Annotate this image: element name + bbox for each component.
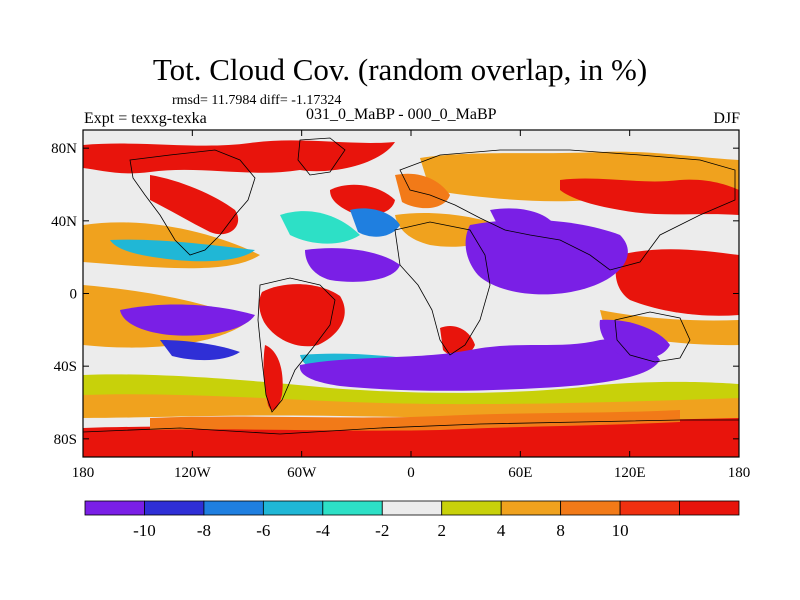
rmsd-diff-stats: rmsd= 11.7984 diff= -1.17324 bbox=[172, 93, 342, 108]
y-tick-label: 80N bbox=[51, 141, 77, 157]
field-red-arctic bbox=[83, 140, 395, 174]
colorbar-swatch bbox=[619, 500, 680, 516]
colorbar-swatch bbox=[500, 500, 562, 516]
colorbar: -10 -8 -6 -4 -2 2 4 8 10 bbox=[84, 500, 740, 540]
chart-title: Tot. Cloud Cov. (random overlap, in %) bbox=[152, 52, 648, 87]
field-purple-tropical-atlantic bbox=[305, 248, 400, 282]
field-red-eurasia bbox=[560, 178, 739, 215]
field-purple-africa-indian bbox=[465, 219, 628, 295]
colorbar-swatch bbox=[381, 500, 443, 516]
colorbar-swatch bbox=[679, 500, 740, 516]
x-tick-label: 60E bbox=[508, 465, 532, 481]
coast-north-america bbox=[129, 149, 256, 256]
colorbar-swatch bbox=[84, 500, 145, 516]
cloud-cover-field bbox=[83, 130, 739, 457]
y-tick-label: 40S bbox=[54, 359, 77, 375]
field-blue-atlantic bbox=[350, 208, 400, 237]
colorbar-label: -10 bbox=[133, 521, 156, 540]
field-red-indian-ocean-west bbox=[440, 325, 475, 357]
field-red-atlantic-north bbox=[330, 184, 395, 215]
field-blue-pacific bbox=[160, 340, 240, 361]
y-tick-label: 0 bbox=[70, 287, 78, 303]
coast-eurasia bbox=[399, 149, 736, 271]
colorbar-label: 8 bbox=[556, 521, 565, 540]
season-label: DJF bbox=[713, 110, 740, 127]
field-teal-north-pacific bbox=[110, 239, 255, 262]
experiment-subtitle: 031_0_MaBP - 000_0_MaBP bbox=[306, 106, 497, 123]
x-tick-label: 60W bbox=[287, 465, 317, 481]
x-tick-label: 180 bbox=[72, 465, 95, 481]
field-red-andes bbox=[263, 345, 283, 411]
colorbar-swatch bbox=[441, 500, 502, 516]
colorbar-label: 4 bbox=[497, 521, 506, 540]
experiment-label: Expt = texxg-texka bbox=[84, 110, 207, 127]
colorbar-swatch bbox=[322, 500, 383, 516]
field-purple-north-pacific-west bbox=[490, 208, 555, 234]
colorbar-label: -8 bbox=[197, 521, 211, 540]
coast-antarctica bbox=[83, 419, 739, 435]
field-purple-east-pacific bbox=[120, 304, 255, 336]
x-tick-label: 120E bbox=[614, 465, 646, 481]
field-teal-north-atlantic bbox=[280, 211, 360, 244]
x-tick-label: 0 bbox=[407, 465, 415, 481]
colorbar-label: -2 bbox=[375, 521, 389, 540]
coast-australia bbox=[614, 311, 691, 363]
colorbar-label: -6 bbox=[256, 521, 270, 540]
x-axis: 180 120W 60W 0 60E 120E 180 bbox=[72, 130, 751, 481]
y-tick-label: 80S bbox=[54, 432, 77, 448]
coastlines bbox=[83, 137, 739, 435]
x-tick-label: 180 bbox=[728, 465, 751, 481]
field-orange-europe bbox=[395, 173, 450, 209]
colorbar-label: 2 bbox=[437, 521, 446, 540]
field-purple-south-pacific bbox=[599, 319, 670, 359]
coast-greenland bbox=[297, 137, 346, 176]
field-orange-antarctic-edge bbox=[150, 410, 680, 431]
x-tick-label: 120W bbox=[174, 465, 212, 481]
colorbar-swatch bbox=[560, 500, 621, 516]
field-red-north-america bbox=[150, 175, 239, 235]
field-red-west-pacific bbox=[615, 249, 739, 316]
colorbar-swatch bbox=[203, 500, 264, 516]
colorbar-swatch bbox=[262, 500, 324, 516]
field-purple-southern-ocean bbox=[299, 338, 660, 391]
colorbar-label: -4 bbox=[316, 521, 331, 540]
colorbar-label: 10 bbox=[612, 521, 629, 540]
colorbar-swatch bbox=[144, 500, 205, 516]
coast-south-america bbox=[257, 277, 336, 413]
y-axis: 80N 40N 0 40S 80S bbox=[51, 141, 739, 448]
coast-africa bbox=[394, 221, 491, 356]
y-tick-label: 40N bbox=[51, 214, 77, 230]
field-red-south-america bbox=[259, 284, 345, 347]
